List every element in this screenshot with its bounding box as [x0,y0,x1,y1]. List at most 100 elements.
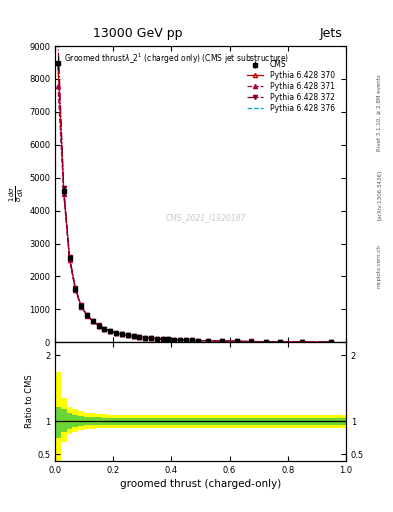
Bar [84,417,90,425]
Pythia 6.428 376 [178,337,182,343]
Pythia 6.428 376 [154,336,159,342]
Pythia 6.428 370 [84,312,89,318]
Bar [230,415,244,428]
Bar [189,418,195,424]
Pythia 6.428 371 [149,335,153,342]
Text: mcplots.cern.ch: mcplots.cern.ch [377,244,382,288]
Pythia 6.428 371 [166,336,171,343]
Bar [84,413,90,429]
Pythia 6.428 370 [108,328,113,334]
Bar [215,415,230,428]
Bar [142,418,148,424]
Bar [125,415,130,428]
Pythia 6.428 370 [67,255,72,262]
Bar [183,415,189,428]
Pythia 6.428 376 [137,334,142,340]
Pythia 6.428 376 [329,339,334,345]
Pythia 6.428 371 [84,312,89,318]
Bar [171,415,177,428]
Bar [55,372,61,466]
Pythia 6.428 372 [300,339,305,345]
Pythia 6.428 372 [189,337,194,344]
Pythia 6.428 370 [79,303,84,309]
Pythia 6.428 372 [149,335,153,341]
Pythia 6.428 371 [102,326,107,332]
Pythia 6.428 370 [206,337,210,344]
Bar [195,415,200,428]
Pythia 6.428 371 [67,257,72,263]
Line: Pythia 6.428 371: Pythia 6.428 371 [56,83,333,344]
Pythia 6.428 371 [96,323,101,329]
Pythia 6.428 370 [143,335,147,341]
Pythia 6.428 371 [189,337,194,344]
Pythia 6.428 376 [172,337,176,343]
Bar [288,418,317,424]
Pythia 6.428 370 [61,188,66,194]
Pythia 6.428 370 [149,335,153,342]
Pythia 6.428 371 [184,337,188,344]
Pythia 6.428 371 [119,331,124,337]
Bar [67,407,72,435]
Pythia 6.428 370 [178,337,182,343]
Bar [154,418,160,424]
Pythia 6.428 372 [84,312,89,318]
Bar [107,415,113,428]
Pythia 6.428 372 [67,253,72,260]
Pythia 6.428 376 [143,335,147,341]
Pythia 6.428 370 [184,337,188,343]
Pythia 6.428 372 [234,338,239,345]
Pythia 6.428 376 [102,326,107,332]
Pythia 6.428 370 [166,336,171,343]
Legend: CMS, Pythia 6.428 370, Pythia 6.428 371, Pythia 6.428 372, Pythia 6.428 376: CMS, Pythia 6.428 370, Pythia 6.428 371,… [245,59,336,115]
Bar [244,415,259,428]
Y-axis label: Ratio to CMS: Ratio to CMS [25,375,34,429]
Pythia 6.428 371 [172,337,176,343]
Pythia 6.428 372 [220,338,225,344]
Bar [171,418,177,424]
Pythia 6.428 370 [55,59,60,66]
Bar [259,418,273,424]
Line: Pythia 6.428 370: Pythia 6.428 370 [56,60,333,344]
Pythia 6.428 372 [154,335,159,342]
Pythia 6.428 371 [61,191,66,197]
Bar [90,413,96,429]
Bar [215,418,230,424]
Pythia 6.428 371 [73,287,78,293]
Bar [55,407,61,438]
Bar [61,398,67,442]
Pythia 6.428 371 [234,338,239,345]
Pythia 6.428 376 [84,312,89,318]
Bar [200,415,215,428]
Pythia 6.428 371 [178,337,182,343]
Bar [317,415,346,428]
Bar [230,418,244,424]
Pythia 6.428 372 [329,339,334,345]
Line: Pythia 6.428 372: Pythia 6.428 372 [56,37,333,344]
Pythia 6.428 376 [206,338,210,344]
Bar [90,417,96,424]
Bar [72,415,78,427]
Pythia 6.428 372 [96,322,101,328]
Pythia 6.428 370 [96,323,101,329]
Pythia 6.428 372 [102,326,107,332]
Pythia 6.428 371 [154,336,159,342]
Pythia 6.428 371 [220,338,225,344]
Pythia 6.428 372 [249,338,254,345]
Bar [113,418,119,424]
Pythia 6.428 370 [263,338,268,345]
Text: [arXiv:1306.3436]: [arXiv:1306.3436] [377,169,382,220]
Pythia 6.428 372 [278,339,283,345]
Bar [101,414,107,428]
Pythia 6.428 370 [329,339,334,345]
Pythia 6.428 370 [125,332,130,338]
Pythia 6.428 371 [131,333,136,339]
Pythia 6.428 376 [131,333,136,339]
Bar [72,410,78,432]
Pythia 6.428 376 [67,255,72,262]
Pythia 6.428 376 [149,335,153,342]
Pythia 6.428 370 [73,286,78,292]
Pythia 6.428 371 [249,338,254,345]
Pythia 6.428 376 [108,328,113,334]
Pythia 6.428 376 [184,337,188,344]
Bar [67,413,72,429]
